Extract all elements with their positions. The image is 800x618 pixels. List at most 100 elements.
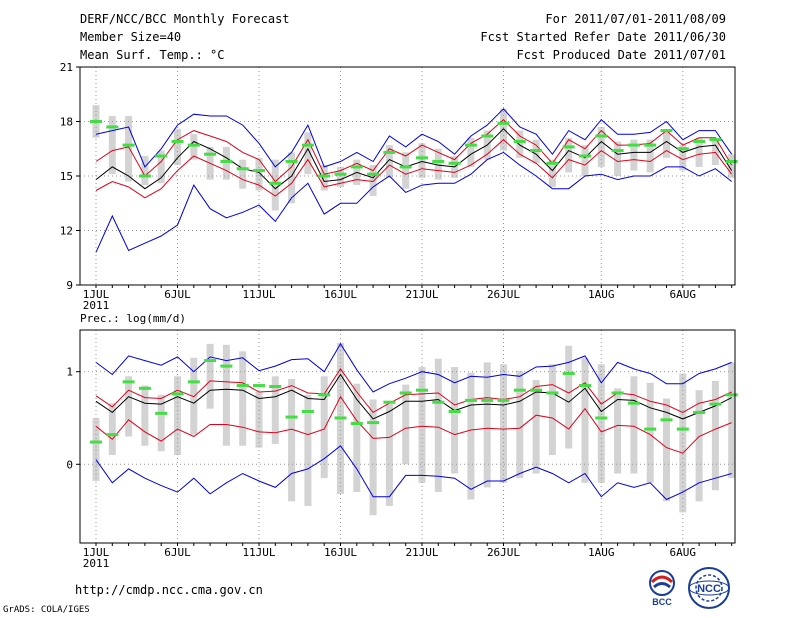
temperature-spread-box bbox=[190, 134, 198, 160]
precipitation-mode-marker bbox=[269, 384, 282, 388]
bcc-logo-text: BCC bbox=[652, 597, 672, 607]
precipitation-mode-marker bbox=[546, 391, 559, 395]
forecast-produced-date: Fcst Produced Date 2011/07/01 bbox=[516, 48, 726, 62]
temperature-mode-marker bbox=[122, 143, 135, 147]
precipitation-xtick-year: 2011 bbox=[83, 557, 110, 570]
grads-credit: GrADS: COLA/IGES bbox=[3, 605, 90, 615]
precipitation-mode-marker bbox=[122, 380, 135, 384]
temperature-min-line bbox=[95, 151, 733, 253]
precipitation-mode-marker bbox=[285, 415, 298, 419]
precipitation-mode-marker bbox=[513, 388, 526, 392]
source-url[interactable]: http://cmdp.ncc.cma.gov.cn bbox=[75, 583, 263, 597]
precipitation-xtick-label: 26JUL bbox=[487, 546, 520, 559]
precipitation-ytick-label: 1 bbox=[66, 366, 73, 379]
temperature-mode-marker bbox=[138, 174, 151, 178]
precipitation-lower-line bbox=[95, 395, 732, 454]
precipitation-spread-box bbox=[500, 364, 507, 483]
temperature-spread-box bbox=[695, 137, 703, 167]
temperature-xtick-label: 1JUL bbox=[83, 288, 110, 301]
precipitation-spread-box bbox=[565, 345, 573, 449]
precipitation-spread-box bbox=[239, 351, 247, 446]
temperature-ytick-label: 9 bbox=[66, 279, 73, 292]
precipitation-mode-marker bbox=[187, 380, 200, 384]
temperature-mode-marker bbox=[416, 156, 428, 160]
temperature-ytick-label: 15 bbox=[60, 170, 73, 183]
temperature-mode-marker bbox=[464, 143, 477, 147]
bcc-logo: BCC bbox=[642, 568, 682, 612]
precipitation-spread-box bbox=[174, 376, 181, 456]
temperature-mode-marker bbox=[497, 121, 510, 125]
temperature-mode-marker bbox=[90, 120, 102, 123]
temperature-spread-box bbox=[337, 166, 344, 187]
temperature-xtick-year: 2011 bbox=[83, 299, 110, 312]
precipitation-spread-box bbox=[467, 372, 475, 500]
temperature-mode-marker bbox=[481, 134, 494, 138]
temperature-spread-box bbox=[271, 159, 279, 211]
temperature-spread-box bbox=[369, 165, 377, 196]
temperature-spread-box bbox=[565, 137, 573, 173]
temperature-mode-marker bbox=[236, 167, 249, 171]
temperature-mode-marker bbox=[171, 139, 184, 143]
precipitation-mode-marker bbox=[595, 416, 608, 420]
temperature-spread-box bbox=[630, 139, 638, 171]
temperature-xtick-label: 11JUL bbox=[242, 288, 275, 301]
precipitation-spread-box bbox=[125, 376, 133, 437]
temperature-spread-box bbox=[239, 159, 247, 189]
variable-label: Mean Surf. Temp.: °C bbox=[80, 48, 225, 62]
forecast-started-date: Fcst Started Refer Date 2011/06/30 bbox=[480, 30, 726, 44]
precipitation-spread-box bbox=[418, 367, 426, 483]
temperature-mode-marker bbox=[285, 159, 298, 163]
precipitation-mode-marker bbox=[709, 402, 722, 406]
precipitation-mode-marker bbox=[204, 359, 217, 363]
temperature-spread-box bbox=[581, 145, 589, 176]
temperature-spread-box bbox=[255, 157, 263, 191]
temperature-spread-box bbox=[663, 130, 670, 158]
precipitation-mode-marker bbox=[530, 388, 543, 392]
precipitation-mode-marker bbox=[90, 440, 102, 444]
precip-title: Prec.: log(mm/d) bbox=[80, 312, 186, 325]
temperature-mode-marker bbox=[513, 139, 526, 143]
precipitation-spread-box bbox=[597, 364, 605, 483]
precipitation-mode-marker bbox=[236, 384, 249, 388]
precipitation-xtick-label: 11JUL bbox=[242, 546, 275, 559]
precipitation-mode-marker bbox=[611, 391, 624, 395]
temperature-lower-line bbox=[95, 139, 733, 199]
precipitation-mode-marker bbox=[562, 372, 575, 376]
temperature-spread-box bbox=[646, 139, 654, 173]
temperature-xtick-label: 6JUL bbox=[164, 288, 191, 301]
temperature-mode-marker bbox=[579, 154, 591, 158]
temperature-spread-box bbox=[174, 128, 181, 166]
temperature-mode-marker bbox=[660, 129, 673, 133]
precipitation-spread-box bbox=[451, 367, 459, 474]
temperature-spread-box bbox=[320, 165, 328, 191]
precipitation-mode-marker bbox=[350, 422, 363, 426]
temperature-mode-marker bbox=[693, 139, 706, 143]
precipitation-spread-box bbox=[304, 394, 312, 506]
temperature-mode-marker bbox=[562, 145, 575, 149]
precipitation-mode-marker bbox=[367, 421, 380, 425]
temperature-ytick-label: 18 bbox=[60, 116, 73, 129]
temperature-mode-marker bbox=[644, 143, 657, 147]
temperature-mode-marker bbox=[595, 134, 608, 138]
precipitation-mode-marker bbox=[155, 411, 168, 415]
precipitation-spread-box bbox=[630, 376, 638, 474]
temperature-mode-marker bbox=[725, 159, 738, 163]
temperature-mode-marker bbox=[448, 161, 461, 165]
precipitation-upper-line bbox=[95, 368, 732, 414]
precipitation-mode-marker bbox=[383, 400, 396, 404]
temperature-spread-box bbox=[597, 126, 605, 167]
temperature-xtick-label: 21JUL bbox=[405, 288, 438, 301]
precipitation-spread-box bbox=[434, 358, 442, 493]
precipitation-mode-marker bbox=[644, 427, 657, 431]
member-size-label: Member Size=40 bbox=[80, 30, 182, 44]
temperature-mode-marker bbox=[367, 172, 380, 176]
temperature-spread-box bbox=[304, 132, 312, 175]
precipitation-xtick-label: 6JUL bbox=[164, 546, 191, 559]
precipitation-mode-marker bbox=[253, 384, 265, 388]
precipitation-spread-box bbox=[320, 376, 328, 479]
temperature-mode-marker bbox=[611, 149, 624, 153]
precipitation-mode-marker bbox=[481, 398, 494, 402]
precipitation-mode-marker bbox=[432, 400, 445, 404]
precipitation-mode-marker bbox=[497, 398, 510, 402]
